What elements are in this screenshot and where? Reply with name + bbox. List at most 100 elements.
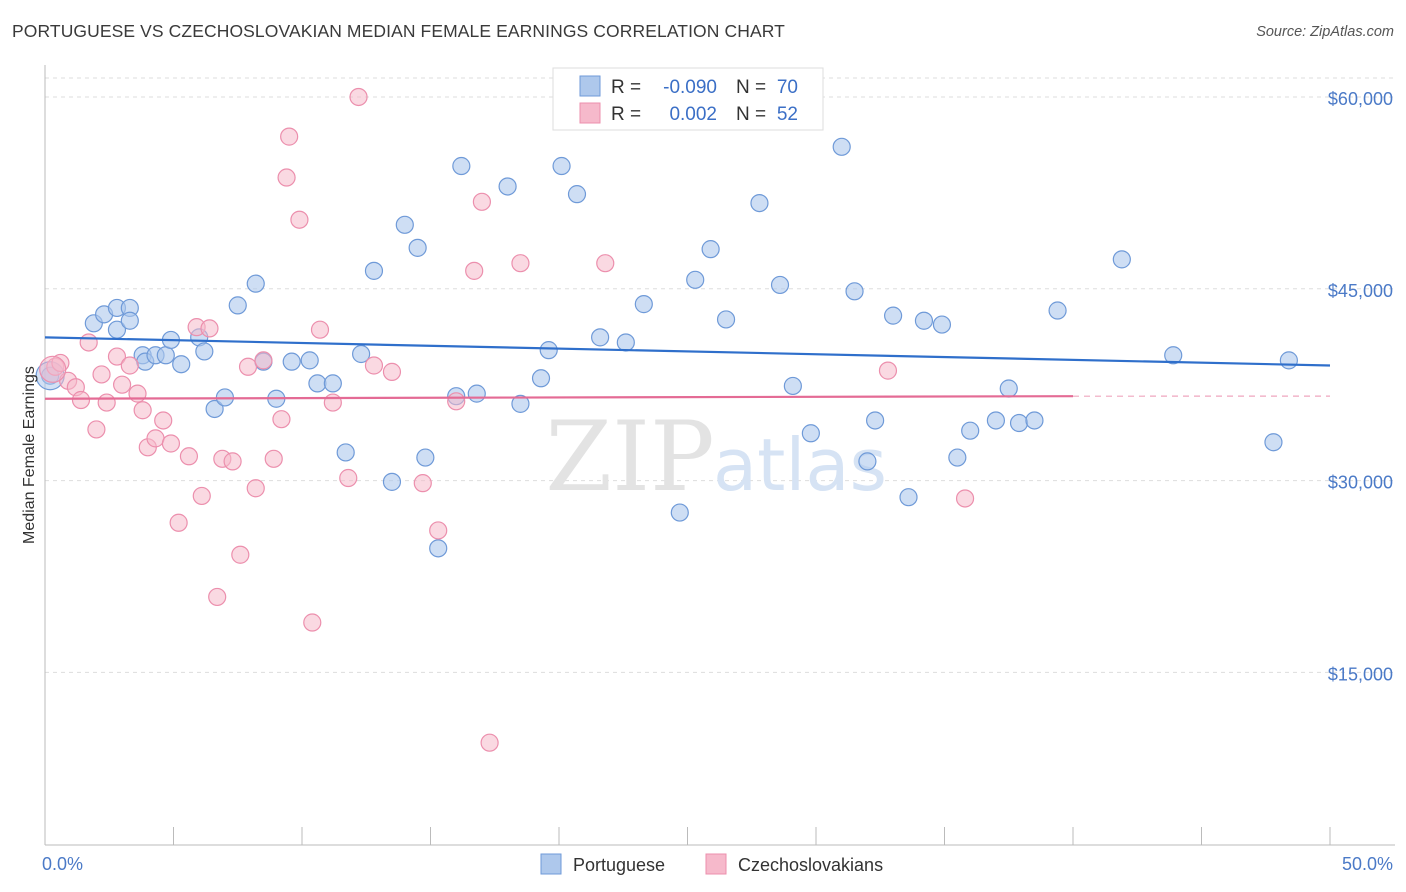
y-tick-label: $60,000: [1328, 89, 1393, 109]
portuguese-point: [591, 328, 610, 347]
portuguese-point: [716, 310, 736, 329]
czech-point: [447, 392, 466, 411]
czech-point: [161, 434, 181, 453]
czech-point: [133, 401, 152, 420]
legend-n-value-0: 70: [777, 77, 798, 98]
czech-point: [192, 486, 211, 506]
czech-point: [238, 357, 258, 376]
czech-point: [154, 411, 173, 430]
portuguese-point: [1164, 346, 1183, 365]
czech-point: [511, 254, 530, 273]
portuguese-point: [701, 240, 720, 259]
portuguese-point: [845, 282, 864, 301]
czech-point: [280, 127, 299, 146]
portuguese-point: [498, 177, 517, 196]
czech-point: [480, 733, 499, 752]
portuguese-point: [899, 488, 918, 507]
portuguese-point: [120, 311, 139, 330]
portuguese-points: [35, 137, 1298, 558]
legend-n-label-1: N =: [736, 104, 766, 125]
portuguese-point: [914, 311, 934, 330]
portuguese-point: [1112, 250, 1131, 269]
portuguese-point: [961, 421, 980, 440]
y-tick-label: $45,000: [1328, 281, 1393, 301]
portuguese-point: [511, 394, 530, 413]
czech-point: [290, 210, 309, 229]
bottom-legend-swatch-czech: [705, 853, 727, 875]
czech-point: [272, 410, 291, 429]
czech-point: [878, 361, 898, 380]
czech-point: [323, 393, 342, 412]
czech-point: [223, 452, 242, 471]
czech-point: [200, 319, 219, 338]
portuguese-point: [866, 411, 885, 430]
portuguese-point: [308, 374, 327, 393]
correlation-legend: R = -0.090 N = 70 R = 0.002 N = 52: [552, 67, 824, 131]
axes: [44, 65, 1395, 846]
portuguese-point: [395, 215, 414, 234]
legend-r-value-1: 0.002: [669, 104, 717, 125]
portuguese-point: [1048, 301, 1067, 320]
x-tick-label: 0.0%: [42, 854, 83, 874]
bottom-legend-portuguese: Portuguese: [573, 855, 665, 875]
czech-point: [465, 261, 484, 280]
portuguese-point: [408, 238, 427, 257]
czech-point: [146, 429, 165, 448]
portuguese-point: [567, 185, 587, 204]
portuguese-point: [858, 452, 877, 471]
czech-point: [254, 351, 273, 370]
portuguese-point: [801, 424, 820, 443]
portuguese-point: [783, 376, 802, 396]
czech-point: [413, 474, 432, 493]
portuguese-point: [770, 275, 790, 295]
czech-point: [303, 613, 322, 632]
czech-points: [39, 87, 975, 752]
czech-point: [71, 390, 91, 410]
portuguese-point: [986, 411, 1006, 430]
czech-point: [349, 87, 368, 107]
czech-point-cluster: [39, 355, 67, 383]
legend-r-label-1: R =: [611, 104, 641, 125]
portuguese-point: [948, 448, 967, 467]
chart-source: Source: ZipAtlas.com: [1256, 24, 1394, 40]
axis-ticks: $60,000 $45,000 $30,000 $15,000 0.0% 50.0%: [42, 89, 1393, 874]
czech-point: [107, 347, 127, 366]
portuguese-point: [336, 443, 355, 462]
czech-point: [92, 365, 111, 384]
bottom-legend-czech: Czechoslovakians: [738, 855, 883, 875]
portuguese-point: [539, 341, 558, 360]
czech-point: [231, 545, 250, 564]
czech-point: [208, 587, 227, 607]
portuguese-point: [352, 344, 371, 364]
portuguese-point: [429, 539, 448, 558]
portuguese-point: [686, 270, 705, 289]
portuguese-point: [228, 296, 247, 315]
czech-point: [310, 320, 330, 339]
portuguese-point: [300, 351, 319, 370]
portuguese-point: [452, 156, 471, 176]
czech-point: [112, 375, 132, 394]
portuguese-point: [246, 274, 265, 293]
watermark-zip: ZIP: [545, 401, 714, 513]
portuguese-point: [382, 472, 402, 491]
czech-point: [339, 468, 358, 488]
portuguese-point: [172, 355, 191, 374]
legend-r-value-0: -0.090: [663, 77, 717, 98]
portuguese-point: [634, 295, 653, 314]
portuguese-point: [323, 374, 342, 393]
portuguese-point: [999, 379, 1018, 398]
portuguese-point: [195, 342, 214, 361]
portuguese-point: [156, 346, 175, 365]
bottom-legend-swatch-portuguese: [540, 853, 562, 875]
czech-point: [955, 489, 975, 508]
czech-point: [264, 449, 283, 468]
czech-point: [472, 192, 491, 211]
portuguese-point: [467, 384, 486, 403]
portuguese-point: [1009, 413, 1029, 433]
czech-point: [429, 521, 448, 540]
portuguese-point: [282, 352, 301, 371]
czech-point: [79, 333, 98, 352]
watermark-atlas: atlas: [713, 423, 887, 507]
legend-swatch-czech: [579, 102, 601, 124]
